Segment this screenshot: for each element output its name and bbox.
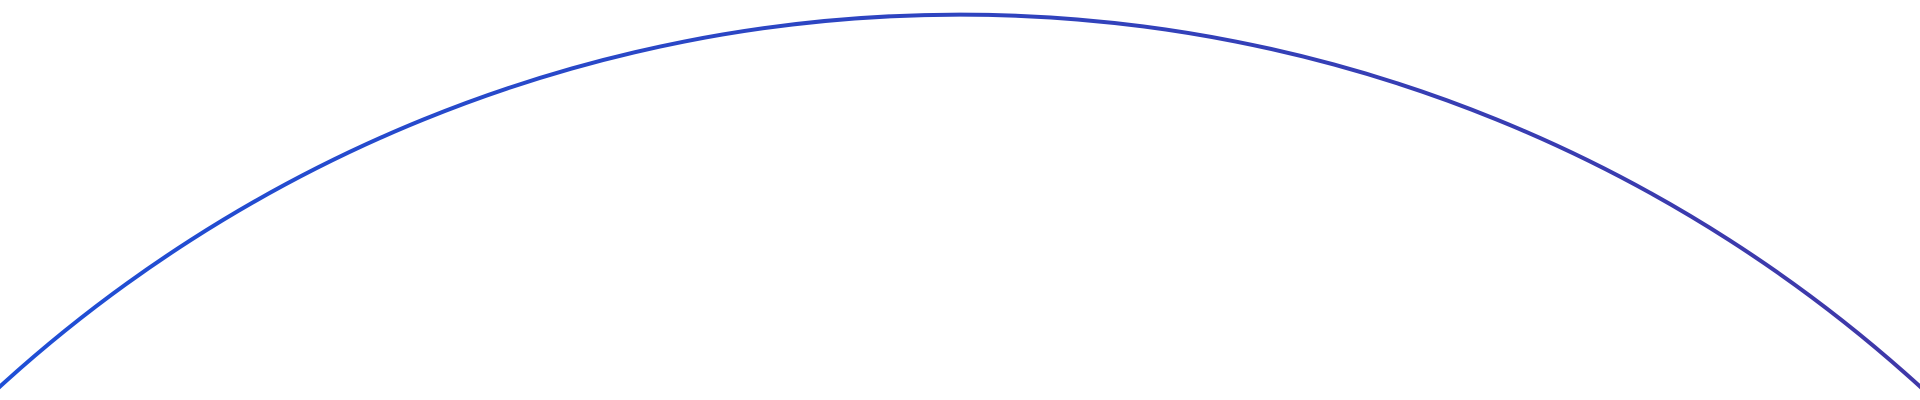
- decorative-arc: [0, 12, 1920, 390]
